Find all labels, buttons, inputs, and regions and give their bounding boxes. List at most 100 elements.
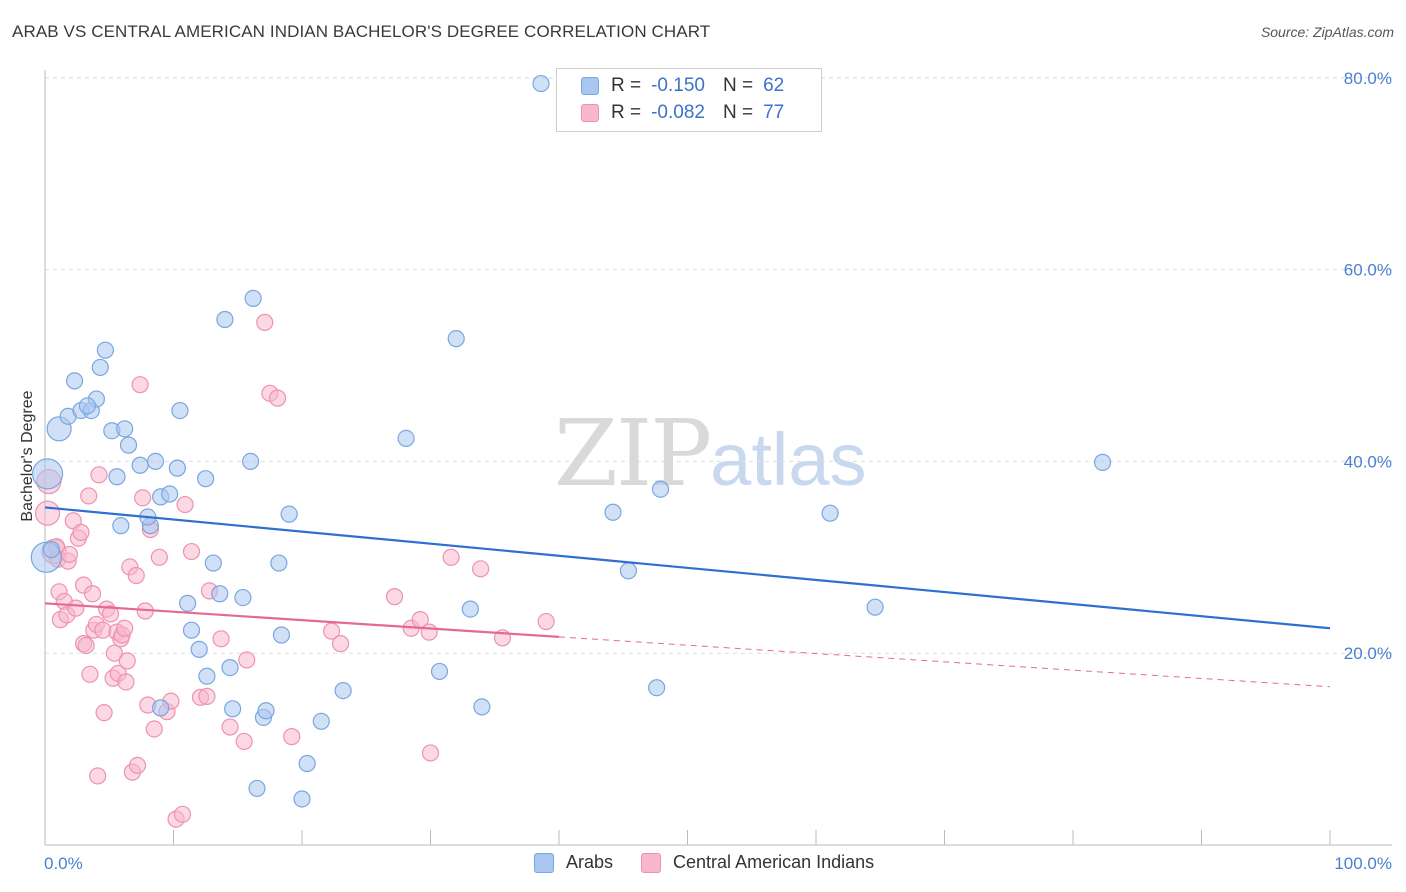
arab-point xyxy=(224,700,242,718)
cai-point xyxy=(60,545,79,564)
arab-point xyxy=(234,588,252,607)
arabs-legend-label: Arabs xyxy=(566,852,614,872)
cai-trend-line-extension xyxy=(558,636,1331,688)
arab-point xyxy=(31,458,64,490)
cai-point xyxy=(101,605,120,623)
arab-point xyxy=(146,452,165,471)
arab-point xyxy=(334,682,352,700)
cai-point xyxy=(80,487,98,505)
cai-point xyxy=(89,767,107,785)
arab-point xyxy=(270,554,288,572)
cai-point xyxy=(537,612,555,631)
cai-point xyxy=(72,523,90,541)
watermark-zip: ZIP xyxy=(554,400,712,507)
arab-point xyxy=(532,74,550,93)
arab-point xyxy=(221,658,239,677)
arab-point xyxy=(280,505,298,523)
cai-point xyxy=(134,489,152,507)
cai-point xyxy=(128,756,147,775)
arab-point xyxy=(112,517,130,535)
cai-point xyxy=(198,687,216,705)
arab-point xyxy=(447,330,465,348)
cai-point xyxy=(94,621,112,639)
cai-legend-label: Central American Indians xyxy=(673,852,875,872)
arab-point xyxy=(821,504,839,522)
cai-r-value: -0.082 xyxy=(651,102,705,123)
arab-point xyxy=(152,699,170,717)
arab-point xyxy=(244,289,262,307)
arab-point xyxy=(182,621,201,639)
cai-point xyxy=(173,805,192,823)
arab-point xyxy=(96,341,114,359)
cai-point xyxy=(127,566,145,585)
arab-point xyxy=(312,712,330,730)
watermark-atlas: atlas xyxy=(710,418,867,501)
arab-point xyxy=(116,420,134,438)
y-tick-label: 80.0% xyxy=(1344,69,1392,88)
cai-point xyxy=(182,542,201,561)
arab-point xyxy=(866,598,884,616)
arab-point xyxy=(179,594,197,612)
cai-point xyxy=(385,588,404,606)
arab-point xyxy=(108,468,126,486)
cai-point xyxy=(67,599,85,617)
cai-point xyxy=(472,560,490,578)
cai-point xyxy=(131,376,149,394)
source-credit: Source: ZipAtlas.com xyxy=(1260,24,1394,40)
cai-point xyxy=(420,623,438,641)
arab-point xyxy=(397,429,415,447)
arab-point xyxy=(257,702,275,720)
legend-row-arabs: R = -0.150 N = 62 xyxy=(581,74,784,98)
cai-trend-line xyxy=(44,602,560,639)
cai-point xyxy=(283,728,301,746)
legend-row-cai: R = -0.082 N = 77 xyxy=(581,101,784,125)
arab-point xyxy=(197,470,215,488)
arab-point xyxy=(91,358,109,377)
cai-point xyxy=(145,720,163,738)
cai-swatch xyxy=(581,104,599,122)
legend-item-cai[interactable]: Central American Indians xyxy=(641,852,874,873)
arab-point xyxy=(211,585,229,603)
cai-point xyxy=(77,636,95,655)
arabs-legend-swatch xyxy=(534,852,554,873)
r-label: R = xyxy=(611,102,642,123)
arab-point xyxy=(161,485,179,503)
arab-point xyxy=(119,436,138,454)
cai-point xyxy=(95,704,113,722)
arab-point xyxy=(604,503,622,521)
cai-point xyxy=(238,651,256,669)
arab-point xyxy=(190,640,208,658)
cai-point xyxy=(116,619,134,637)
cai-point xyxy=(117,673,135,691)
arab-point xyxy=(204,554,222,572)
arab-point xyxy=(171,401,189,420)
cai-point xyxy=(268,389,287,407)
cai-point xyxy=(235,732,253,751)
arabs-swatch xyxy=(581,77,599,95)
arab-point xyxy=(1093,453,1112,471)
cai-point xyxy=(331,635,350,653)
arab-point xyxy=(78,397,97,415)
arab-point xyxy=(198,667,216,685)
arab-point xyxy=(216,310,234,329)
legend-item-arabs[interactable]: Arabs xyxy=(534,852,613,873)
chart-title: ARAB VS CENTRAL AMERICAN INDIAN BACHELOR… xyxy=(12,22,711,41)
y-tick-label: 40.0% xyxy=(1344,452,1392,471)
cai-point xyxy=(176,495,194,514)
arabs-r-value: -0.150 xyxy=(651,75,705,96)
cai-point xyxy=(421,744,440,762)
cai-n-value: 77 xyxy=(763,102,785,123)
arab-point xyxy=(619,562,637,580)
arab-point xyxy=(648,679,666,697)
x-tick-label-min: 0.0% xyxy=(44,854,83,873)
y-tick-label: 20.0% xyxy=(1344,644,1392,663)
arab-point xyxy=(651,480,670,498)
cai-point xyxy=(256,313,274,331)
arab-point xyxy=(248,779,266,798)
cai-legend-swatch xyxy=(641,852,662,873)
arab-point xyxy=(131,456,149,474)
watermark: ZIPatlas xyxy=(554,400,866,507)
arab-point xyxy=(293,790,311,808)
arabs-trend-line xyxy=(44,506,1331,630)
